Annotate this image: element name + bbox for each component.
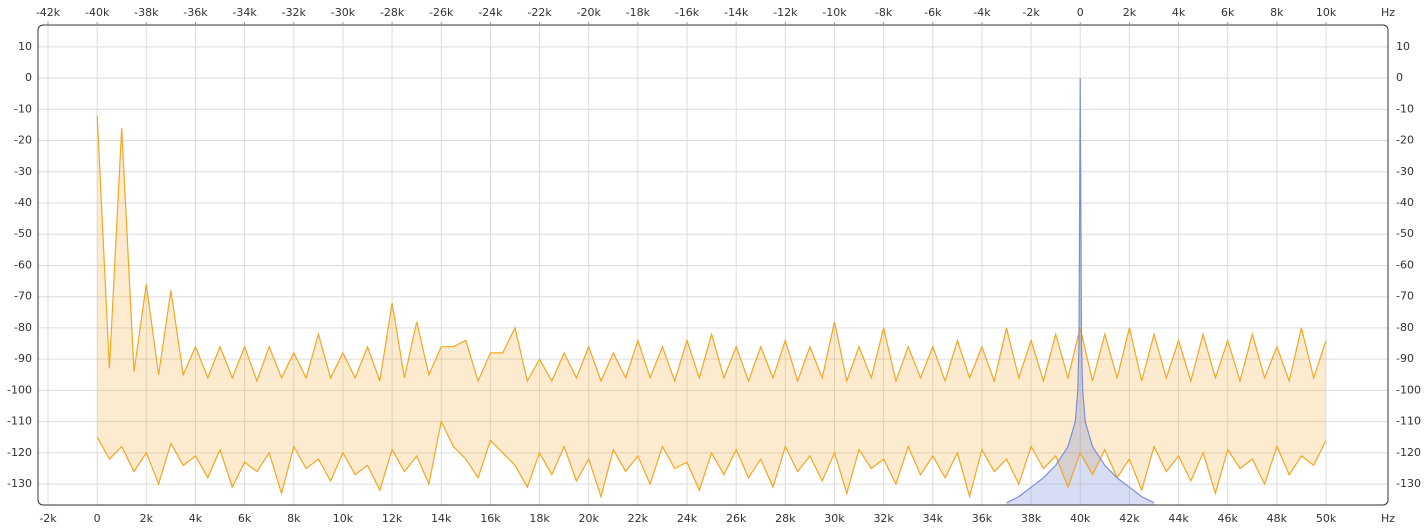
x-tick-label: 38k <box>1021 512 1042 525</box>
x2-tick-label: -38k <box>134 6 159 19</box>
x2-tick-label: -22k <box>527 6 552 19</box>
peak-line <box>1006 78 1155 504</box>
y-right-tick-label: -20 <box>1396 134 1414 147</box>
y-right-tick-label: -120 <box>1396 446 1421 459</box>
x-tick-label: 28k <box>775 512 796 525</box>
y-right-tick-label: -70 <box>1396 290 1414 303</box>
x2-tick-label: -8k <box>875 6 893 19</box>
y-right-tick-label: 10 <box>1396 40 1410 53</box>
x-tick-label: 46k <box>1218 512 1239 525</box>
y-right-tick-label: -10 <box>1396 102 1414 115</box>
x2-tick-label: -26k <box>429 6 454 19</box>
y-tick-label: -90 <box>14 352 32 365</box>
y-tick-label: -30 <box>14 165 32 178</box>
x2-tick-label: -6k <box>924 6 942 19</box>
peak-fill <box>1006 78 1154 505</box>
plot-border <box>37 24 1389 506</box>
y-tick-label: 0 <box>25 71 32 84</box>
x-tick-label: 34k <box>923 512 944 525</box>
y-tick-label: 10 <box>18 40 32 53</box>
x2-tick-label: -28k <box>380 6 405 19</box>
x-tick-label: 30k <box>824 512 845 525</box>
x-tick-label: 22k <box>628 512 649 525</box>
x2-tick-label: -16k <box>675 6 700 19</box>
x2-tick-label: -20k <box>577 6 602 19</box>
band-fill <box>97 115 1327 497</box>
y-right-tick-label: -90 <box>1396 352 1414 365</box>
y-tick-label: -40 <box>14 196 32 209</box>
y-right-tick-label: -110 <box>1396 415 1421 428</box>
x2-tick-label: 6k <box>1221 6 1235 19</box>
y-right-tick-label: -130 <box>1396 477 1421 490</box>
x2-tick-label: -14k <box>724 6 749 19</box>
x2-tick-label: -12k <box>773 6 798 19</box>
x-tick-label: 44k <box>1168 512 1189 525</box>
x-tick-label: 50k <box>1316 512 1337 525</box>
x-tick-label: 42k <box>1119 512 1140 525</box>
x-tick-label: 40k <box>1070 512 1091 525</box>
x2-tick-label: 4k <box>1172 6 1186 19</box>
spectrum-line <box>96 419 1327 499</box>
x-tick-label: 0 <box>94 512 101 525</box>
x2-tick-label: -4k <box>973 6 991 19</box>
y-right-tick-label: -30 <box>1396 165 1414 178</box>
y-tick-label: -10 <box>14 102 32 115</box>
y-tick-label: -130 <box>7 477 32 490</box>
x2-tick-label: 2k <box>1123 6 1137 19</box>
x-tick-label: 6k <box>238 512 252 525</box>
y-tick-label: -80 <box>14 321 32 334</box>
x2-tick-label: 10k <box>1316 6 1337 19</box>
x-tick-label: 2k <box>140 512 154 525</box>
x-tick-label: 12k <box>382 512 403 525</box>
x-tick-label: 48k <box>1267 512 1288 525</box>
y-right-tick-label: -40 <box>1396 196 1414 209</box>
x-tick-label: 10k <box>333 512 354 525</box>
x-tick-label: 4k <box>189 512 203 525</box>
x-tick-label: 32k <box>873 512 894 525</box>
x2-tick-label: -18k <box>626 6 651 19</box>
x-tick-label: 24k <box>677 512 698 525</box>
y-right-tick-label: -100 <box>1396 383 1421 396</box>
x-tick-label: 36k <box>972 512 993 525</box>
y-right-tick-label: -50 <box>1396 227 1414 240</box>
y-right-tick-label: -80 <box>1396 321 1414 334</box>
y-right-tick-label: -60 <box>1396 258 1414 271</box>
x2-tick-label: -32k <box>282 6 307 19</box>
x-tick-label: 14k <box>431 512 452 525</box>
x2-tick-label: 8k <box>1270 6 1284 19</box>
x-tick-label: -2k <box>39 512 57 525</box>
x-tick-label: 8k <box>287 512 301 525</box>
y-tick-label: -100 <box>7 383 32 396</box>
y-tick-label: -20 <box>14 134 32 147</box>
x2-tick-label: -34k <box>232 6 257 19</box>
x-tick-label: 16k <box>480 512 501 525</box>
y-tick-label: -60 <box>14 258 32 271</box>
y-tick-label: -110 <box>7 415 32 428</box>
x2-tick-label: -2k <box>1022 6 1040 19</box>
y-right-tick-label: 0 <box>1396 71 1403 84</box>
x2-tick-label: -40k <box>85 6 110 19</box>
x2-tick-label: -36k <box>183 6 208 19</box>
x2-unit: Hz <box>1381 6 1395 19</box>
y-tick-label: -70 <box>14 290 32 303</box>
spectrum-line <box>96 115 1327 384</box>
x-unit: Hz <box>1381 512 1395 525</box>
x2-tick-label: -24k <box>478 6 503 19</box>
x-tick-label: 18k <box>529 512 550 525</box>
x2-tick-label: 0 <box>1077 6 1084 19</box>
x2-tick-label: -42k <box>36 6 61 19</box>
x2-tick-label: -30k <box>331 6 356 19</box>
x-tick-label: 20k <box>579 512 600 525</box>
x-tick-label: 26k <box>726 512 747 525</box>
x2-tick-label: -10k <box>822 6 847 19</box>
y-tick-label: -120 <box>7 446 32 459</box>
y-tick-label: -50 <box>14 227 32 240</box>
